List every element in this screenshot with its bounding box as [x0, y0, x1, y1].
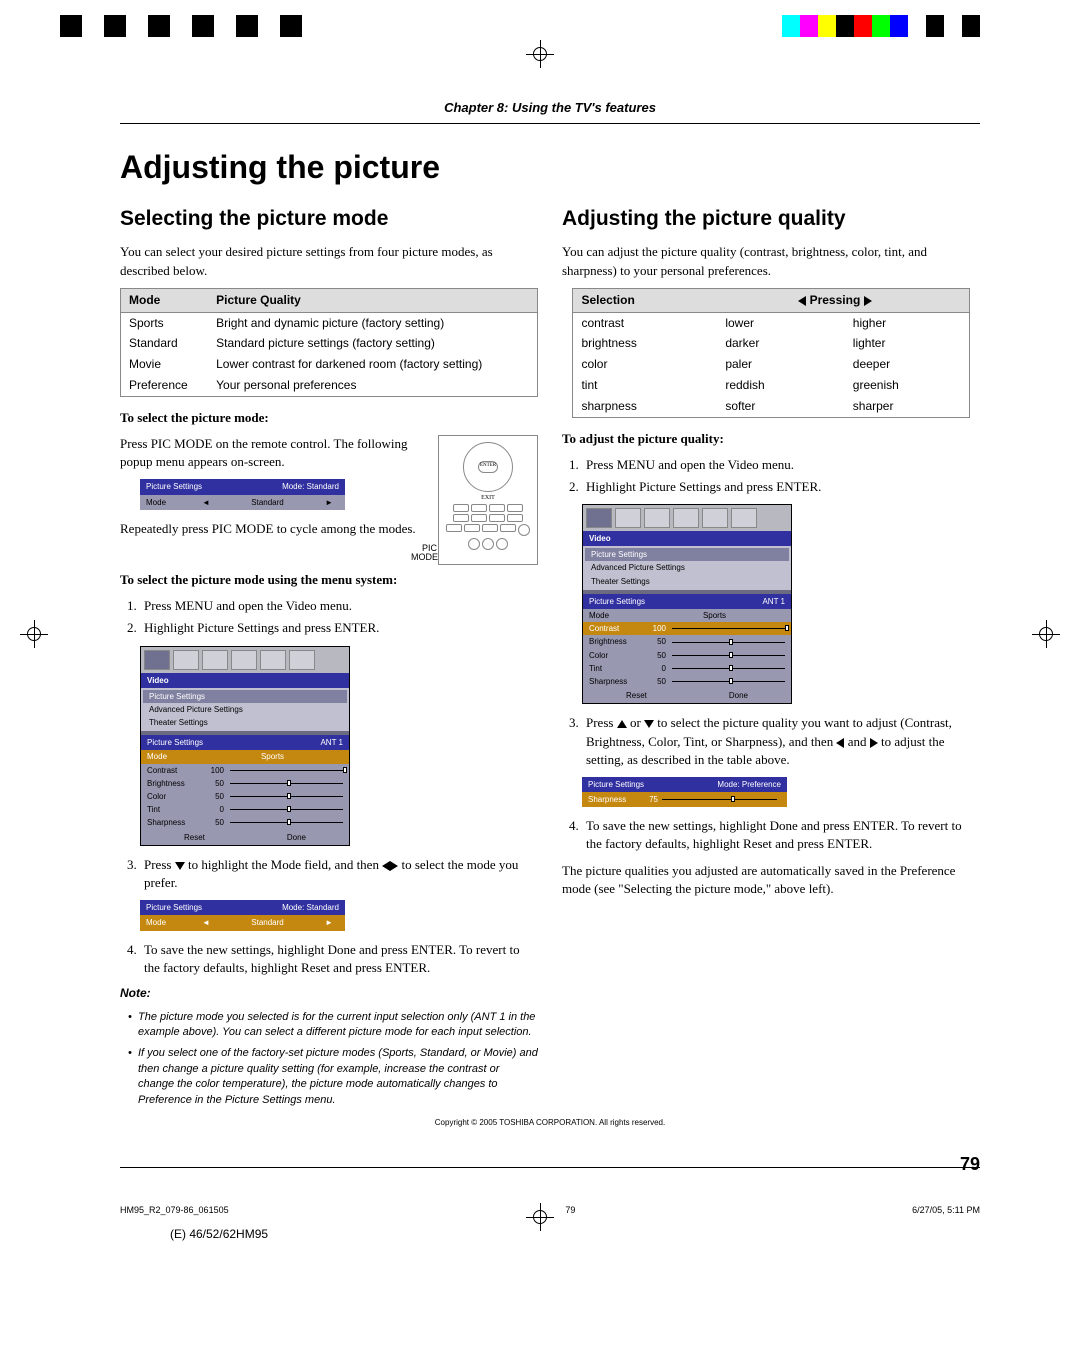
to-adjust-label: To adjust the picture quality:: [562, 430, 980, 448]
th-mode: Mode: [121, 288, 209, 312]
step: Press or to select the picture quality y…: [582, 714, 980, 769]
footer-filename: HM95_R2_079-86_061505: [120, 1205, 229, 1215]
picture-modes-table: Mode Picture Quality SportsBright and dy…: [120, 288, 538, 397]
step: Press MENU and open the Video menu.: [140, 597, 538, 615]
page-title: Adjusting the picture: [120, 149, 980, 186]
footer-page: 79: [565, 1205, 575, 1215]
osd-popup: Picture SettingsMode: Standard Mode◄Stan…: [140, 479, 345, 509]
remote-diagram: ENTER EXIT PICMODE: [438, 435, 538, 565]
remote-label-mode: MODE: [411, 552, 438, 562]
chapter-heading: Chapter 8: Using the TV's features: [120, 100, 980, 115]
note-item: The picture mode you selected is for the…: [128, 1010, 538, 1041]
note-item: If you select one of the factory-set pic…: [128, 1046, 538, 1108]
left-arrow-icon: [382, 861, 390, 871]
table-cell: higher: [829, 312, 969, 333]
table-cell: contrast: [573, 312, 701, 333]
note-label: Note:: [120, 985, 538, 1002]
step: Press to highlight the Mode field, and t…: [140, 856, 538, 892]
right-arrow-icon: [864, 296, 872, 306]
table-cell: Standard picture settings (factory setti…: [208, 333, 537, 354]
intro-text: You can select your desired picture sett…: [120, 243, 538, 279]
down-arrow-icon: [175, 862, 185, 870]
table-cell: greenish: [829, 375, 969, 396]
up-arrow-icon: [617, 720, 627, 728]
th-pressing: Pressing: [701, 288, 969, 312]
table-cell: paler: [701, 354, 828, 375]
right-column: Adjusting the picture quality You can ad…: [562, 204, 980, 1114]
table-cell: reddish: [701, 375, 828, 396]
table-cell: Your personal preferences: [208, 375, 537, 396]
down-arrow-icon: [644, 720, 654, 728]
rule: [120, 123, 980, 124]
selection-table: Selection Pressing contrastlowerhigher br…: [572, 288, 969, 418]
step: Highlight Picture Settings and press ENT…: [140, 619, 538, 637]
osd-popup-small: Picture SettingsMode: Standard Mode◄Stan…: [140, 900, 345, 930]
table-cell: Lower contrast for darkened room (factor…: [208, 354, 537, 375]
table-cell: Sports: [121, 312, 209, 333]
table-cell: sharper: [829, 396, 969, 417]
final-text: The picture qualities you adjusted are a…: [562, 862, 980, 898]
step: To save the new settings, highlight Done…: [140, 941, 538, 977]
table-cell: sharpness: [573, 396, 701, 417]
section-heading: Selecting the picture mode: [120, 204, 538, 233]
table-cell: Preference: [121, 375, 209, 396]
right-arrow-icon: [390, 861, 398, 871]
table-cell: darker: [701, 333, 828, 354]
table-cell: brightness: [573, 333, 701, 354]
to-select-menu-label: To select the picture mode using the men…: [120, 571, 538, 589]
left-column: Selecting the picture mode You can selec…: [120, 204, 538, 1114]
crosshair-bottom: [526, 1203, 554, 1231]
footer-date: 6/27/05, 5:11 PM: [912, 1205, 980, 1215]
section-heading: Adjusting the picture quality: [562, 204, 980, 233]
copyright: Copyright © 2005 TOSHIBA CORPORATION. Al…: [120, 1118, 980, 1127]
table-cell: lower: [701, 312, 828, 333]
table-cell: Bright and dynamic picture (factory sett…: [208, 312, 537, 333]
page-number: 79: [120, 1154, 980, 1175]
step: To save the new settings, highlight Done…: [582, 817, 980, 853]
th-quality: Picture Quality: [208, 288, 537, 312]
table-cell: Standard: [121, 333, 209, 354]
step: Highlight Picture Settings and press ENT…: [582, 478, 980, 496]
table-cell: softer: [701, 396, 828, 417]
intro-text: You can adjust the picture quality (cont…: [562, 243, 980, 279]
osd-menu-right: VideoPicture SettingsAdvanced Picture Se…: [582, 504, 792, 704]
step: Press MENU and open the Video menu.: [582, 456, 980, 474]
th-selection: Selection: [573, 288, 701, 312]
right-arrow-icon: [870, 738, 878, 748]
left-arrow-icon: [798, 296, 806, 306]
table-cell: color: [573, 354, 701, 375]
table-cell: tint: [573, 375, 701, 396]
to-select-label: To select the picture mode:: [120, 409, 538, 427]
model-number: (E) 46/52/62HM95: [170, 1227, 980, 1241]
osd-popup-small: Picture SettingsMode: Preference Sharpne…: [582, 777, 787, 807]
table-cell: deeper: [829, 354, 969, 375]
osd-menu-left: VideoPicture SettingsAdvanced Picture Se…: [140, 646, 350, 846]
table-cell: Movie: [121, 354, 209, 375]
table-cell: lighter: [829, 333, 969, 354]
